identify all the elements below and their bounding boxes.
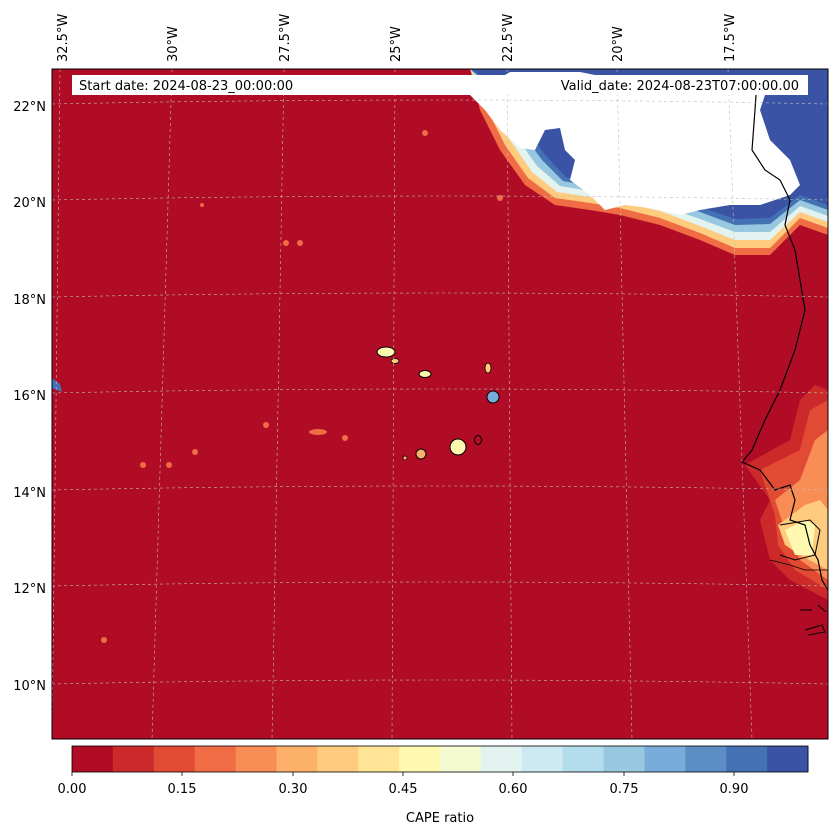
colorbar-swatch	[276, 746, 318, 772]
colorbar-swatch	[317, 746, 359, 772]
map-frame	[51, 68, 829, 740]
lat-label-14n: 14°N	[13, 486, 46, 501]
colorbar-tick-labels: 0.00 0.15 0.30 0.45 0.60 0.75 0.90	[58, 782, 749, 797]
colorbar-swatch	[440, 746, 482, 772]
colorbar-frame	[71, 745, 809, 773]
colorbar-swatch	[644, 746, 686, 772]
colorbar-swatch	[358, 746, 400, 772]
border-line	[769, 559, 828, 571]
cbar-tick-0: 0.00	[58, 782, 87, 797]
lon-label-20w: 20°W	[611, 26, 626, 62]
coastline-detail	[779, 519, 827, 636]
colorbar-ticks	[71, 772, 735, 776]
colorbar-swatch	[726, 746, 768, 772]
start-date-label: Start date: 2024-08-23_00:00:00	[79, 79, 293, 94]
lat-label-12n: 12°N	[13, 582, 46, 597]
graticule	[52, 69, 828, 739]
colorbar-title: CAPE ratio	[406, 811, 474, 826]
longitude-labels: 32.5°W 30°W 27.5°W 25°W 22.5°W 20°W 17.5…	[56, 14, 738, 62]
scattered-spots	[101, 130, 503, 643]
cbar-tick-1: 0.15	[168, 782, 197, 797]
colorbar-swatch	[112, 746, 155, 772]
valid-date-label: Valid_date: 2024-08-23T07:00:00.00	[561, 79, 799, 94]
lat-label-22n: 22°N	[13, 100, 46, 115]
colorbar-swatch	[480, 746, 523, 772]
lon-label-27-5w: 27.5°W	[278, 14, 293, 62]
lat-label-20n: 20°N	[13, 196, 46, 211]
lon-label-17-5w: 17.5°W	[723, 14, 738, 62]
lat-label-10n: 10°N	[13, 679, 46, 694]
cape-field	[52, 69, 828, 739]
coastline	[741, 79, 828, 591]
lon-label-25w: 25°W	[389, 26, 404, 62]
cbar-tick-2: 0.30	[279, 782, 308, 797]
colorbar-swatch	[399, 746, 441, 772]
west-edge-spot	[52, 378, 62, 392]
colorbar-swatch	[235, 746, 277, 772]
lon-label-22-5w: 22.5°W	[501, 14, 516, 62]
colorbar-swatch	[521, 746, 564, 772]
lat-label-18n: 18°N	[13, 293, 46, 308]
colorbar	[72, 746, 809, 772]
header-box	[72, 75, 808, 95]
colorbar-swatch	[603, 746, 645, 772]
colorbar-swatch	[194, 746, 237, 772]
cbar-tick-5: 0.75	[610, 782, 639, 797]
masked-region	[440, 72, 800, 215]
colorbar-swatch	[72, 746, 114, 772]
cbar-tick-3: 0.45	[389, 782, 418, 797]
latitude-labels: 22°N 20°N 18°N 16°N 14°N 12°N 10°N	[13, 100, 46, 694]
cbar-tick-6: 0.90	[720, 782, 749, 797]
colorbar-swatch	[562, 746, 605, 772]
colorbar-swatch	[153, 746, 196, 772]
colorbar-swatch	[685, 746, 727, 772]
lat-label-16n: 16°N	[13, 389, 46, 404]
lon-label-32-5w: 32.5°W	[56, 14, 71, 62]
lon-label-30w: 30°W	[166, 26, 181, 62]
colorbar-swatch	[767, 746, 809, 772]
cbar-tick-4: 0.60	[499, 782, 528, 797]
cape-verde-islands	[376, 346, 500, 461]
